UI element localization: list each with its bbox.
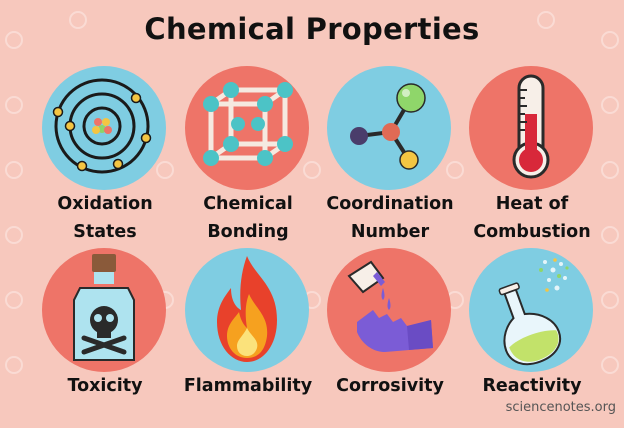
- flame-icon: [217, 256, 277, 362]
- property-card-corrosivity: Corrosivity: [315, 248, 465, 428]
- property-label-line2: Combustion: [473, 222, 591, 242]
- property-card-coordination-number: Coordination Number: [315, 66, 465, 246]
- property-label: Reactivity: [482, 376, 582, 396]
- property-card-toxicity: Toxicity: [30, 248, 180, 428]
- thermometer-icon: [512, 74, 550, 179]
- property-card-oxidation-states: Oxidation States: [30, 66, 180, 246]
- property-label: Flammability: [183, 376, 313, 396]
- page-title: Chemical Properties: [144, 12, 480, 46]
- property-card-reactivity: Reactivity: [457, 248, 607, 428]
- lattice-icon: [203, 82, 293, 166]
- property-label: Corrosivity: [336, 376, 444, 396]
- property-label-line1: Chemical: [203, 194, 293, 214]
- property-label-line2: Number: [350, 222, 430, 242]
- property-card-chemical-bonding: Chemical Bonding: [173, 66, 323, 246]
- corrosion-hand-icon: [347, 260, 433, 352]
- molecule-icon: [350, 83, 426, 170]
- property-label-line1: Oxidation: [57, 194, 153, 214]
- property-label-line2: States: [73, 222, 137, 242]
- property-label-line1: Coordination: [326, 194, 454, 214]
- poison-bottle-icon: [73, 254, 135, 361]
- property-label-line2: Bonding: [207, 222, 289, 242]
- property-label: Toxicity: [67, 376, 143, 396]
- property-card-flammability: Flammability: [173, 248, 323, 428]
- flask-icon: [498, 258, 569, 366]
- source-credit: sciencenotes.org: [505, 400, 616, 415]
- property-card-heat-of-combustion: Heat of Combustion: [457, 66, 607, 246]
- atom-icon: [52, 78, 152, 174]
- property-label-line1: Heat of: [495, 194, 569, 214]
